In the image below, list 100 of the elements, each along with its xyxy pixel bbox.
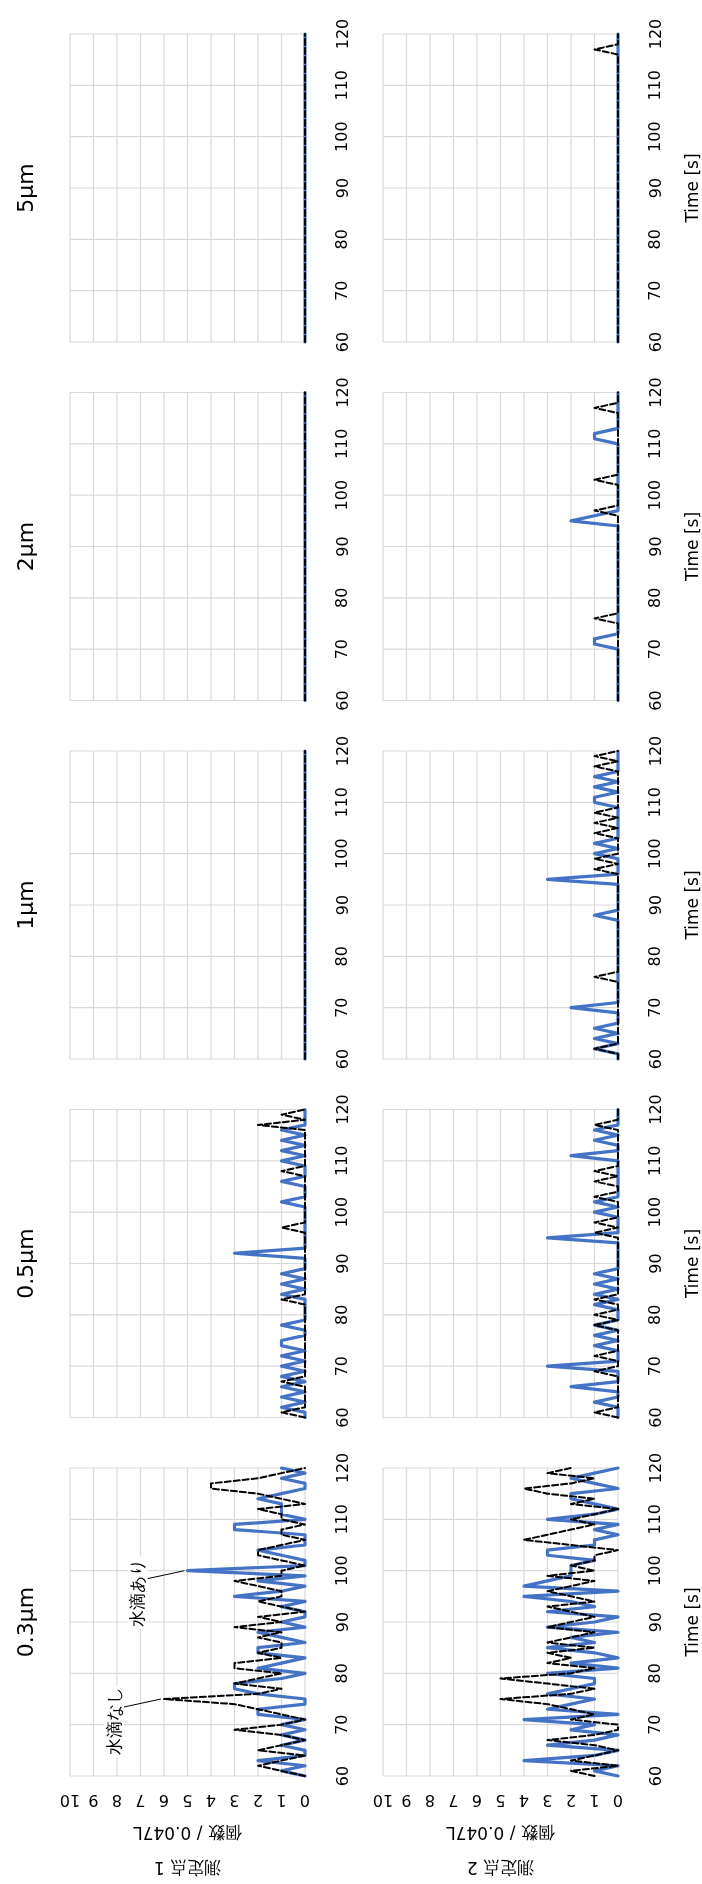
y-tick-label: 100: [645, 121, 665, 152]
y-tick-label: 70: [332, 280, 352, 301]
y-tick-label: 110: [332, 1145, 352, 1177]
y-tick-label: 110: [645, 70, 665, 101]
y-axis-title: Time [s]: [682, 511, 702, 583]
x-tick-label: 7: [135, 1790, 146, 1810]
y-tick-label: 80: [645, 587, 665, 609]
x-tick-label: 1: [589, 1790, 600, 1810]
x-tick-label: 5: [182, 1790, 193, 1810]
y-tick-label: 80: [332, 229, 352, 250]
x-tick-label: 8: [424, 1790, 436, 1810]
y-tick-label: 100: [645, 479, 665, 511]
y-tick-label: 100: [332, 1196, 352, 1228]
y-tick-label: 90: [645, 1611, 665, 1633]
text: 水滴なし: [104, 1687, 124, 1755]
x-tick-label: 9: [401, 1790, 412, 1810]
y-tick-label: 120: [332, 18, 352, 50]
y-tick-label: 110: [645, 428, 665, 460]
y-tick-label: 90: [332, 1611, 352, 1633]
y-tick-label: 60: [645, 1048, 665, 1070]
y-tick-label: 90: [332, 1253, 352, 1274]
y-tick-label: 90: [332, 536, 352, 557]
y-tick-label: 80: [332, 1304, 352, 1326]
y-tick-label: 80: [645, 1663, 665, 1684]
y-tick-label: 60: [645, 1407, 665, 1428]
text: 測定点 2: [466, 1858, 535, 1878]
y-tick-label: 60: [645, 1765, 665, 1787]
y-tick-label: 100: [645, 1196, 665, 1228]
y-axis-title: Time [s]: [682, 1587, 702, 1658]
y-tick-label: 70: [645, 1714, 665, 1735]
y-tick-label: 90: [645, 1253, 665, 1274]
x-tick-label: 8: [111, 1790, 123, 1810]
x-tick-label: 6: [471, 1790, 483, 1810]
y-tick-label: 100: [645, 1555, 665, 1586]
x-tick-label: 4: [518, 1790, 530, 1810]
y-tick-label: 120: [645, 1094, 665, 1125]
y-tick-label: 110: [645, 1145, 665, 1177]
y-tick-label: 90: [332, 177, 352, 199]
y-tick-label: 110: [332, 428, 352, 460]
x-tick-label: 9: [88, 1790, 99, 1810]
y-tick-label: 120: [332, 1452, 352, 1484]
y-axis-title: Time [s]: [682, 1228, 702, 1300]
y-tick-label: 100: [332, 838, 352, 869]
text: 0.3μm: [12, 1586, 38, 1658]
y-tick-label: 120: [645, 1452, 665, 1484]
text: 0.5μm: [12, 1228, 38, 1299]
text: 2μm: [12, 521, 38, 572]
y-tick-label: 60: [645, 331, 665, 353]
x-tick-label: 6: [158, 1790, 170, 1810]
text: 水滴あり: [127, 1558, 148, 1627]
y-tick-label: 80: [645, 1304, 665, 1326]
y-axis-title: Time [s]: [682, 870, 702, 941]
text: 5μm: [12, 163, 38, 213]
x-tick-label: 7: [448, 1790, 459, 1810]
y-tick-label: 60: [332, 1407, 352, 1428]
y-tick-label: 80: [645, 229, 665, 250]
y-tick-label: 80: [332, 946, 352, 967]
y-tick-label: 80: [332, 1663, 352, 1684]
text: 1μm: [12, 880, 38, 930]
y-tick-label: 100: [332, 479, 352, 511]
y-tick-label: 110: [645, 1504, 665, 1535]
x-tick-label: 4: [205, 1790, 217, 1810]
y-tick-label: 70: [332, 997, 352, 1018]
x-tick-label: 2: [252, 1790, 264, 1810]
y-tick-label: 100: [645, 838, 665, 869]
y-tick-label: 70: [645, 1355, 665, 1377]
x-tick-label: 10: [59, 1790, 81, 1810]
y-tick-label: 60: [332, 690, 352, 711]
x-tick-label: 5: [495, 1790, 506, 1810]
y-axis-title: Time [s]: [682, 153, 702, 224]
y-tick-label: 90: [645, 894, 665, 916]
x-axis-title: 個数 / 0.047L: [445, 1823, 555, 1843]
y-tick-label: 60: [332, 331, 352, 353]
y-tick-label: 80: [645, 946, 665, 967]
y-tick-label: 120: [645, 18, 665, 50]
y-tick-label: 60: [332, 1765, 352, 1787]
x-tick-label: 0: [299, 1790, 311, 1810]
text: 測定点 1: [153, 1858, 222, 1878]
y-tick-label: 70: [332, 1355, 352, 1377]
y-tick-label: 100: [332, 1555, 352, 1586]
x-tick-label: 10: [372, 1790, 394, 1810]
y-tick-label: 70: [332, 1714, 352, 1735]
y-tick-label: 110: [332, 1504, 352, 1535]
y-tick-label: 110: [332, 70, 352, 101]
y-tick-label: 110: [332, 787, 352, 818]
y-tick-label: 70: [645, 997, 665, 1018]
y-tick-label: 80: [332, 587, 352, 609]
x-tick-label: 2: [565, 1790, 577, 1810]
y-tick-label: 60: [332, 1048, 352, 1070]
y-tick-label: 120: [645, 377, 665, 408]
y-tick-label: 100: [332, 121, 352, 152]
y-tick-label: 120: [332, 377, 352, 408]
y-tick-label: 120: [332, 735, 352, 767]
x-tick-label: 3: [542, 1790, 553, 1810]
y-tick-label: 70: [645, 638, 665, 660]
x-axis-title: 個数 / 0.047L: [132, 1823, 242, 1843]
y-tick-label: 70: [645, 280, 665, 301]
y-tick-label: 60: [645, 690, 665, 711]
y-tick-label: 110: [645, 787, 665, 818]
y-tick-label: 120: [645, 735, 665, 767]
